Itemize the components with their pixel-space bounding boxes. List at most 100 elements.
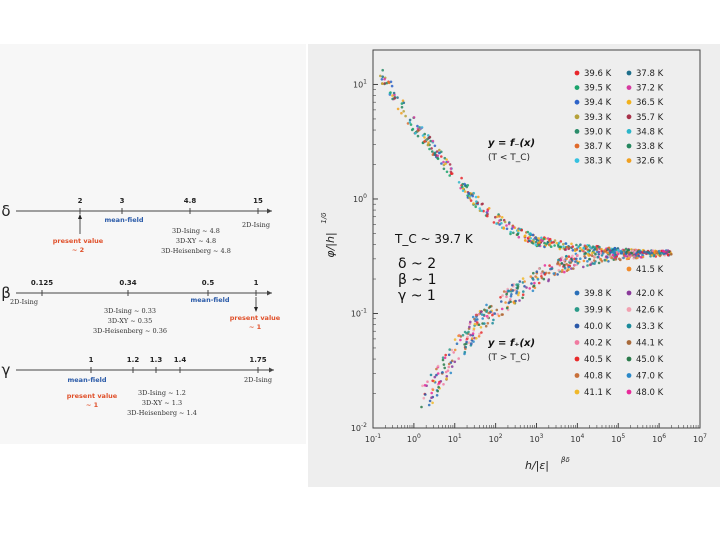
upper-branch-point [559, 240, 563, 243]
lower-branch-point [423, 384, 427, 387]
lower-branch-point [560, 256, 564, 259]
upper-branch-point [435, 150, 439, 153]
lower-branch-point [576, 253, 579, 257]
upper-branch-point [542, 237, 546, 241]
upper-branch-point [404, 114, 407, 118]
upper-branch-point [445, 158, 448, 161]
lower-branch-point [622, 256, 625, 260]
upper-branch-point [427, 134, 430, 137]
lower-branch-point [470, 337, 474, 340]
exponent-symbol-0: δ [1, 202, 10, 220]
upper-branch-point [426, 143, 430, 146]
lower-legend-label-7: 40.2 K [584, 339, 612, 349]
lower-branch-point [565, 269, 569, 273]
lower-branch-point [594, 252, 597, 256]
upper-branch-point [578, 249, 582, 253]
lower-branch-point [615, 250, 619, 254]
upper-branch-point [468, 194, 472, 198]
ising-2d-label-1: 2D-Ising [10, 298, 38, 306]
lower-branch-point [430, 396, 433, 400]
lower-branch-point [583, 254, 586, 258]
lower-branch-point [666, 253, 670, 257]
lower-branch-point [492, 318, 495, 322]
lower-branch-point [576, 261, 580, 265]
lower-branch-point [547, 271, 551, 275]
lower-branch-point [658, 254, 662, 258]
upper-branch-point [429, 139, 433, 143]
upper-legend-label-7: 35.7 K [636, 113, 664, 123]
lower-branch-point [627, 248, 630, 252]
exponent-tick-label-1-1: 0.34 [119, 279, 136, 287]
upper-branch-point [389, 80, 393, 84]
upper-branch-point [428, 147, 431, 151]
lower-legend-marker-11 [574, 373, 580, 378]
upper-branch-point [414, 132, 417, 135]
lower-branch-point [588, 257, 591, 261]
upper-branch-point [393, 96, 397, 100]
upper-branch-point [387, 81, 391, 84]
upper-branch-point [438, 151, 441, 155]
upper-branch-point [478, 207, 482, 210]
lower-branch-point [540, 276, 544, 280]
upper-branch-point [380, 78, 384, 81]
lower-branch-point [465, 340, 468, 344]
lower-legend-marker-12 [626, 373, 632, 378]
lower-branch-point [573, 263, 576, 267]
lower-branch-point [600, 254, 604, 257]
lower-branch-point [531, 289, 535, 293]
upper-branch-point [517, 235, 521, 239]
upper-branch-point [505, 224, 508, 227]
upper-branch-point [445, 170, 449, 174]
lower-branch-point [446, 369, 450, 373]
present-value-line-0-1: ~ 2 [72, 246, 84, 254]
upper-branch-point [500, 216, 504, 219]
lower-branch-point [485, 309, 489, 312]
lower-branch-point [500, 307, 504, 311]
lower-branch-point [605, 255, 608, 258]
lower-branch-point [575, 257, 578, 261]
exponent-tick-label-1-0: 0.125 [31, 279, 53, 287]
lower-branch-point [491, 313, 494, 317]
axis-arrowhead-2 [269, 367, 274, 373]
y-axis-label-exponent: 1/δ [320, 212, 328, 223]
lower-branch-point [518, 280, 522, 283]
lower-branch-point [523, 280, 526, 283]
lower-branch-point [528, 287, 531, 290]
upper-branch-point [606, 248, 610, 251]
upper-branch-point [471, 194, 475, 198]
lower-branch-point [665, 251, 668, 255]
lower-branch-point [638, 250, 641, 254]
lower-branch-point [477, 335, 481, 338]
lower-branch-point [445, 375, 449, 378]
upper-legend-label-8: 39.0 K [584, 127, 612, 137]
lower-branch-point [607, 260, 610, 263]
upper-branch-point [408, 118, 412, 122]
lower-branch-point [441, 358, 445, 362]
lower-branch-point [522, 290, 525, 293]
upper-branch-point [392, 91, 396, 95]
lower-branch-point [631, 249, 635, 252]
lower-branch-point [619, 258, 622, 262]
lower-branch-point [541, 270, 544, 273]
upper-branch-point [430, 147, 433, 150]
lower-branch-point [420, 405, 423, 409]
lower-branch-point [467, 341, 471, 345]
upper-legend-marker-8 [574, 129, 580, 134]
upper-branch-point [416, 134, 420, 138]
lower-branch-point [514, 299, 517, 303]
lower-branch-point [459, 335, 463, 338]
lower-branch-point [499, 296, 502, 299]
lower-branch-point [565, 257, 568, 260]
lower-branch-point [477, 323, 481, 327]
lower-branch-point [486, 316, 490, 319]
lower-branch-point [447, 353, 451, 357]
upper-branch-point [431, 153, 435, 156]
upper-branch-point [440, 150, 443, 154]
lower-branch-point [572, 267, 575, 270]
upper-branch-point [503, 220, 507, 224]
lower-branch-point [652, 254, 656, 258]
upper-branch-point [565, 245, 569, 249]
upper-legend-marker-0 [574, 70, 580, 76]
present-value-line-0-0: present value [53, 237, 104, 245]
lower-branch-point [479, 326, 483, 329]
